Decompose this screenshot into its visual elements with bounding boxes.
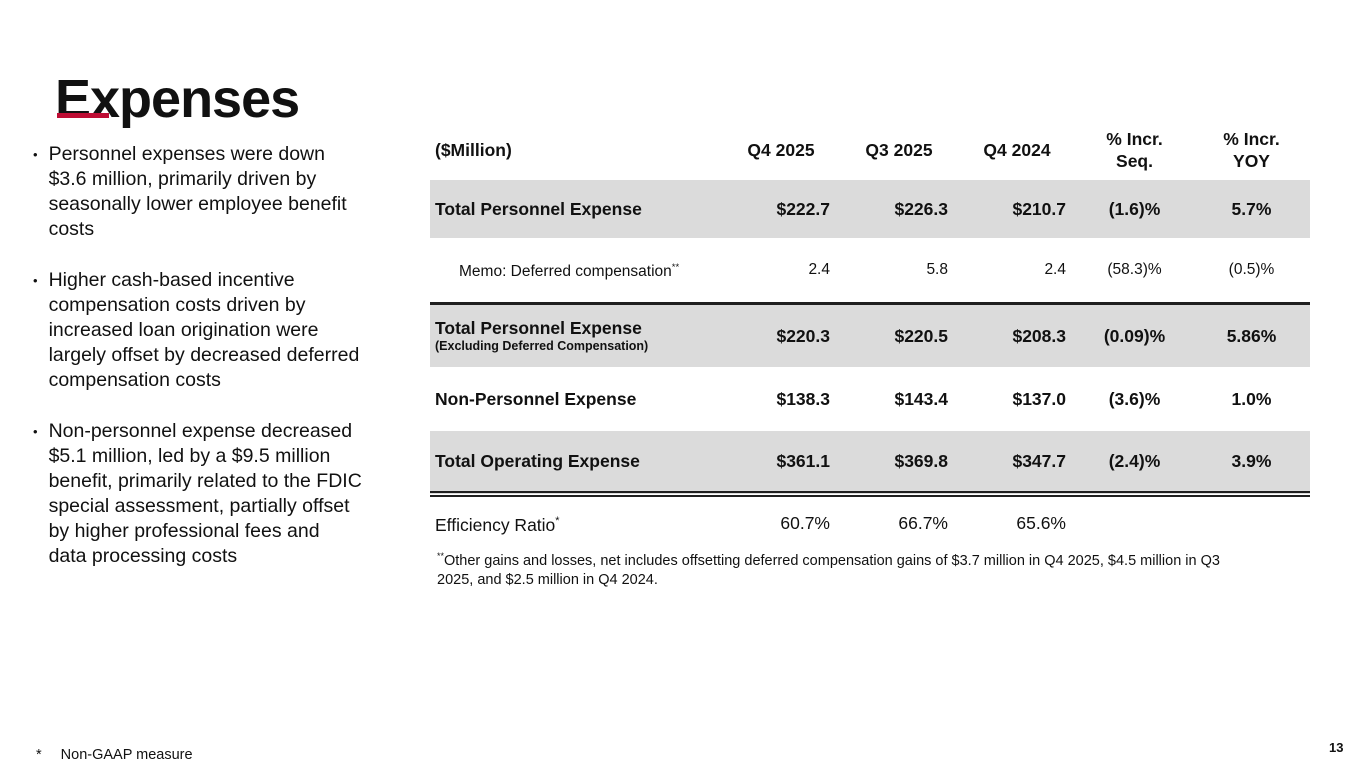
column-header-line: Q4 2025 bbox=[747, 140, 815, 160]
row-label-cell: Total Personnel Expense bbox=[430, 180, 722, 238]
value-cell: $347.7 bbox=[958, 431, 1076, 497]
value-cell: 60.7% bbox=[780, 512, 830, 533]
bullet-text: Non-personnel expense decreased $5.1 mil… bbox=[48, 420, 362, 567]
page-number: 13 bbox=[1329, 740, 1344, 755]
row-label: Non-Personnel Expense bbox=[435, 388, 637, 409]
value-cell: (0.09)% bbox=[1076, 302, 1193, 367]
value-cell: $137.0 bbox=[1012, 388, 1066, 409]
value-cell: $222.7 bbox=[722, 180, 840, 238]
row-label-cell: Total Personnel Expense (Excluding Deferr… bbox=[430, 302, 722, 367]
value-cell bbox=[1193, 494, 1310, 549]
row-label-superscript: * bbox=[555, 514, 560, 527]
row-label: Total Personnel Expense bbox=[435, 198, 642, 219]
column-header: Q4 2025 bbox=[722, 120, 840, 180]
footer-note-text: Non-GAAP measure bbox=[60, 747, 193, 763]
table-unit-label: ($Million) bbox=[435, 140, 512, 160]
bullet-list: • Personnel expenses were down $3.6 milli… bbox=[33, 142, 418, 595]
row-label-cell: Non-Personnel Expense bbox=[430, 367, 722, 431]
page-title: Expenses bbox=[55, 69, 300, 130]
column-header: Q4 2024 bbox=[958, 120, 1076, 180]
value-cell: $361.1 bbox=[722, 431, 840, 497]
bullet-text: Personnel expenses were down $3.6 millio… bbox=[48, 143, 347, 240]
value-cell: 2.4 bbox=[808, 261, 830, 278]
column-header: % Incr. Seq. bbox=[1076, 120, 1193, 180]
bullet-item: • Higher cash-based incentive compensatio… bbox=[33, 268, 418, 393]
value-cell: 2.4 bbox=[1044, 261, 1066, 278]
column-header: Q3 2025 bbox=[840, 120, 958, 180]
title-accent-bar bbox=[57, 113, 109, 118]
value-cell bbox=[1076, 494, 1193, 549]
value-cell: 5.86% bbox=[1193, 302, 1310, 367]
column-header-line: Q4 2024 bbox=[983, 140, 1051, 160]
expense-table: ($Million) Q4 2025 Q3 2025 Q4 2024% Incr. S… bbox=[430, 120, 1310, 549]
value-cell: 66.7% bbox=[898, 512, 948, 533]
row-label: Efficiency Ratio bbox=[435, 514, 556, 535]
table-footnote: **Other gains and losses, net includes o… bbox=[437, 547, 1307, 590]
bullet-marker: • bbox=[33, 147, 38, 162]
row-label-cell: Efficiency Ratio* bbox=[430, 494, 722, 549]
value-cell: (2.4)% bbox=[1076, 431, 1193, 497]
bullet-item: • Non-personnel expense decreased $5.1 mi… bbox=[33, 419, 418, 569]
row-label: Total Personnel Expense bbox=[435, 318, 642, 338]
table-header-row: ($Million) Q4 2025 Q3 2025 Q4 2024% Incr. S… bbox=[430, 120, 1310, 180]
value-cell: $208.3 bbox=[958, 302, 1076, 367]
table-row: Total Operating Expense $361.1 $369.8 $347.… bbox=[430, 431, 1310, 497]
value-cell: (0.5)% bbox=[1228, 261, 1275, 278]
column-header-line: Seq. bbox=[1116, 151, 1153, 171]
row-label: Memo: Deferred compensation bbox=[459, 263, 672, 281]
table-row: Total Personnel Expense (Excluding Deferr… bbox=[430, 302, 1310, 367]
value-cell: $369.8 bbox=[840, 431, 958, 497]
column-header-line: Q3 2025 bbox=[865, 140, 933, 160]
row-label-superscript: ** bbox=[671, 262, 680, 274]
value-cell: $143.4 bbox=[894, 388, 948, 409]
column-header: % Incr. YOY bbox=[1193, 120, 1310, 180]
value-cell: $220.3 bbox=[722, 302, 840, 367]
footer-note: * Non-GAAP measure bbox=[36, 747, 193, 763]
footer-note-marker: * bbox=[36, 747, 42, 763]
table-row: Total Personnel Expense $222.7 $226.3 $210.… bbox=[430, 180, 1310, 238]
bullet-text: Higher cash-based incentive compensation… bbox=[48, 269, 360, 391]
value-cell: (3.6)% bbox=[1108, 388, 1161, 409]
value-cell: 1.0% bbox=[1231, 388, 1272, 409]
value-cell: $220.5 bbox=[840, 302, 958, 367]
value-cell: 65.6% bbox=[1016, 512, 1066, 533]
value-cell: 5.8 bbox=[926, 261, 948, 278]
bullet-item: • Personnel expenses were down $3.6 milli… bbox=[33, 142, 418, 242]
row-label: Total Operating Expense bbox=[435, 450, 640, 471]
value-cell: $210.7 bbox=[958, 180, 1076, 238]
footnote-text: Other gains and losses, net includes off… bbox=[437, 552, 1220, 588]
row-sublabel: (Excluding Deferred Compensation) bbox=[435, 339, 649, 353]
table-row: Memo: Deferred compensation** 2.4 5.8 2.4 (5… bbox=[430, 238, 1310, 304]
bullet-marker: • bbox=[33, 424, 38, 439]
row-label-cell: Memo: Deferred compensation** bbox=[430, 238, 722, 304]
column-header-line: YOY bbox=[1233, 151, 1270, 171]
value-cell: $138.3 bbox=[776, 388, 830, 409]
table-row: Non-Personnel Expense $138.3 $143.4 $137.0 (… bbox=[430, 367, 1310, 431]
column-header-line: % Incr. bbox=[1223, 129, 1280, 149]
value-cell: 5.7% bbox=[1193, 180, 1310, 238]
value-cell: (58.3)% bbox=[1107, 261, 1162, 278]
value-cell: $226.3 bbox=[840, 180, 958, 238]
value-cell: (1.6)% bbox=[1076, 180, 1193, 238]
footnote-marker: ** bbox=[437, 551, 444, 561]
expense-table-body: Total Personnel Expense $222.7 $226.3 $210.… bbox=[430, 180, 1310, 549]
bullet-marker: • bbox=[33, 273, 38, 288]
value-cell: 3.9% bbox=[1193, 431, 1310, 497]
row-label-cell: Total Operating Expense bbox=[430, 431, 722, 497]
table-row: Efficiency Ratio* 60.7% 66.7% 65.6% bbox=[430, 494, 1310, 549]
column-header-line: % Incr. bbox=[1106, 129, 1163, 149]
